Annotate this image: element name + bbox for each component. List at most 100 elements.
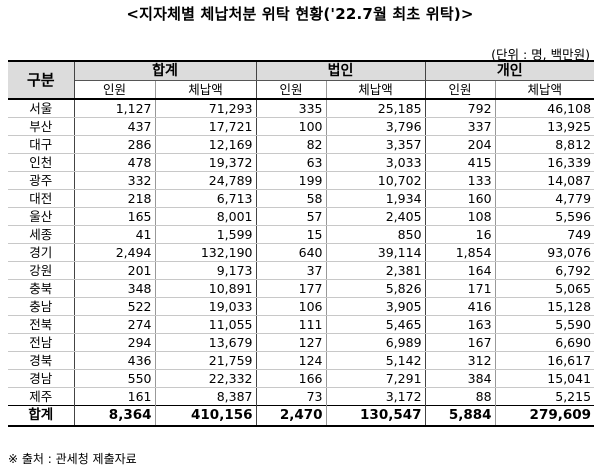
corporate-people-cell: 335 xyxy=(256,99,327,118)
page-title: <지자체별 체납처분 위탁 현황('22.7월 최초 위탁)> xyxy=(126,5,474,23)
total-amount-cell: 19,033 xyxy=(155,297,257,316)
total-amount-cell: 1,599 xyxy=(155,225,257,244)
region-cell: 경기 xyxy=(8,243,75,262)
table-row: 광주 332 24,789 199 10,702 133 14,087 xyxy=(8,171,595,190)
header-region: 구분 xyxy=(8,60,75,100)
table-row: 대구 286 12,169 82 3,357 204 8,812 xyxy=(8,135,595,154)
table-row: 경남 550 22,332 166 7,291 384 15,041 xyxy=(8,369,595,388)
total-people-cell: 201 xyxy=(74,261,156,280)
corporate-people-cell: 640 xyxy=(256,243,327,262)
total-amount: 410,156 xyxy=(155,405,257,427)
total-people-cell: 286 xyxy=(74,135,156,154)
corporate-amount-cell: 1,934 xyxy=(326,189,426,208)
total-row: 합계 8,364 410,156 2,470 130,547 5,884 279… xyxy=(8,405,595,427)
region-cell: 세종 xyxy=(8,225,75,244)
delinquency-table: 구분 합계 법인 개인 인원 체납액 인원 체납액 인원 체납액 서울 1,127… xyxy=(8,60,595,427)
region-cell: 충남 xyxy=(8,297,75,316)
total-people-cell: 294 xyxy=(74,333,156,352)
corporate-amount-cell: 2,381 xyxy=(326,261,426,280)
corporate-amount-cell: 5,826 xyxy=(326,279,426,298)
source-note: ※ 출처 : 관세청 제출자료 xyxy=(8,452,137,466)
subheader-total-amount: 체납액 xyxy=(155,80,257,100)
table-row: 전남 294 13,679 127 6,989 167 6,690 xyxy=(8,333,595,352)
corporate-amount-cell: 3,796 xyxy=(326,117,426,136)
table-row: 울산 165 8,001 57 2,405 108 5,596 xyxy=(8,207,595,226)
total-amount-cell: 22,332 xyxy=(155,369,257,388)
total-people-cell: 348 xyxy=(74,279,156,298)
individual-people-cell: 204 xyxy=(425,135,496,154)
corporate-people-cell: 124 xyxy=(256,351,327,370)
total-amount-cell: 10,891 xyxy=(155,279,257,298)
region-cell: 전남 xyxy=(8,333,75,352)
individual-amount-cell: 4,779 xyxy=(495,189,595,208)
corporate-amount-cell: 3,172 xyxy=(326,387,426,406)
total-amount-cell: 17,721 xyxy=(155,117,257,136)
corporate-amount-cell: 10,702 xyxy=(326,171,426,190)
individual-people-cell: 416 xyxy=(425,297,496,316)
corporate-amount-cell: 3,905 xyxy=(326,297,426,316)
corporate-people-cell: 127 xyxy=(256,333,327,352)
individual-people-cell: 164 xyxy=(425,261,496,280)
individual-amount-cell: 15,128 xyxy=(495,297,595,316)
total-amount-cell: 12,169 xyxy=(155,135,257,154)
total-amount-cell: 132,190 xyxy=(155,243,257,262)
corporate-people-cell: 82 xyxy=(256,135,327,154)
table-row: 경기 2,494 132,190 640 39,114 1,854 93,076 xyxy=(8,243,595,262)
header-corporate: 법인 xyxy=(256,60,426,81)
individual-people-cell: 171 xyxy=(425,279,496,298)
total-people-cell: 522 xyxy=(74,297,156,316)
subheader-individual-amount: 체납액 xyxy=(495,80,595,100)
total-row-label: 합계 xyxy=(8,405,75,427)
table-row: 충남 522 19,033 106 3,905 416 15,128 xyxy=(8,297,595,316)
corporate-amount-cell: 25,185 xyxy=(326,99,426,118)
corporate-people-cell: 166 xyxy=(256,369,327,388)
unit-note: (단위 : 명, 백만원) xyxy=(491,47,590,62)
individual-people-cell: 167 xyxy=(425,333,496,352)
corporate-amount-cell: 7,291 xyxy=(326,369,426,388)
region-cell: 경남 xyxy=(8,369,75,388)
individual-amount-cell: 5,596 xyxy=(495,207,595,226)
total-individual-people: 5,884 xyxy=(425,405,496,427)
total-people-cell: 2,494 xyxy=(74,243,156,262)
total-corporate-amount: 130,547 xyxy=(326,405,426,427)
individual-amount-cell: 93,076 xyxy=(495,243,595,262)
header-total: 합계 xyxy=(74,60,257,81)
total-amount-cell: 21,759 xyxy=(155,351,257,370)
table-row: 인천 478 19,372 63 3,033 415 16,339 xyxy=(8,153,595,172)
corporate-amount-cell: 3,357 xyxy=(326,135,426,154)
total-amount-cell: 13,679 xyxy=(155,333,257,352)
total-individual-amount: 279,609 xyxy=(495,405,595,427)
corporate-amount-cell: 6,989 xyxy=(326,333,426,352)
total-corporate-people: 2,470 xyxy=(256,405,327,427)
table-row: 제주 161 8,387 73 3,172 88 5,215 xyxy=(8,387,594,406)
individual-people-cell: 108 xyxy=(425,207,496,226)
corporate-people-cell: 73 xyxy=(256,387,327,406)
subheader-total-people: 인원 xyxy=(74,80,156,100)
table-row: 전북 274 11,055 111 5,465 163 5,590 xyxy=(8,315,595,334)
region-cell: 인천 xyxy=(8,153,75,172)
total-amount-cell: 19,372 xyxy=(155,153,257,172)
total-people-cell: 478 xyxy=(74,153,156,172)
individual-people-cell: 88 xyxy=(425,387,496,406)
total-people-cell: 550 xyxy=(74,369,156,388)
region-cell: 제주 xyxy=(8,387,75,406)
corporate-people-cell: 57 xyxy=(256,207,327,226)
total-amount-cell: 6,713 xyxy=(155,189,257,208)
corporate-amount-cell: 5,465 xyxy=(326,315,426,334)
corporate-people-cell: 63 xyxy=(256,153,327,172)
individual-amount-cell: 6,792 xyxy=(495,261,595,280)
table-row: 세종 41 1,599 15 850 16 749 xyxy=(8,225,595,244)
corporate-people-cell: 58 xyxy=(256,189,327,208)
total-people-cell: 332 xyxy=(74,171,156,190)
individual-people-cell: 16 xyxy=(425,225,496,244)
region-cell: 울산 xyxy=(8,207,75,226)
table-body: 서울 1,127 71,293 335 25,185 792 46,108 부산 437 17,7… xyxy=(8,99,595,406)
individual-people-cell: 163 xyxy=(425,315,496,334)
region-cell: 부산 xyxy=(8,117,75,136)
corporate-amount-cell: 2,405 xyxy=(326,207,426,226)
total-people-cell: 436 xyxy=(74,351,156,370)
individual-people-cell: 337 xyxy=(425,117,496,136)
region-cell: 충북 xyxy=(8,279,75,298)
individual-people-cell: 1,854 xyxy=(425,243,496,262)
subheader-corporate-people: 인원 xyxy=(256,80,327,100)
